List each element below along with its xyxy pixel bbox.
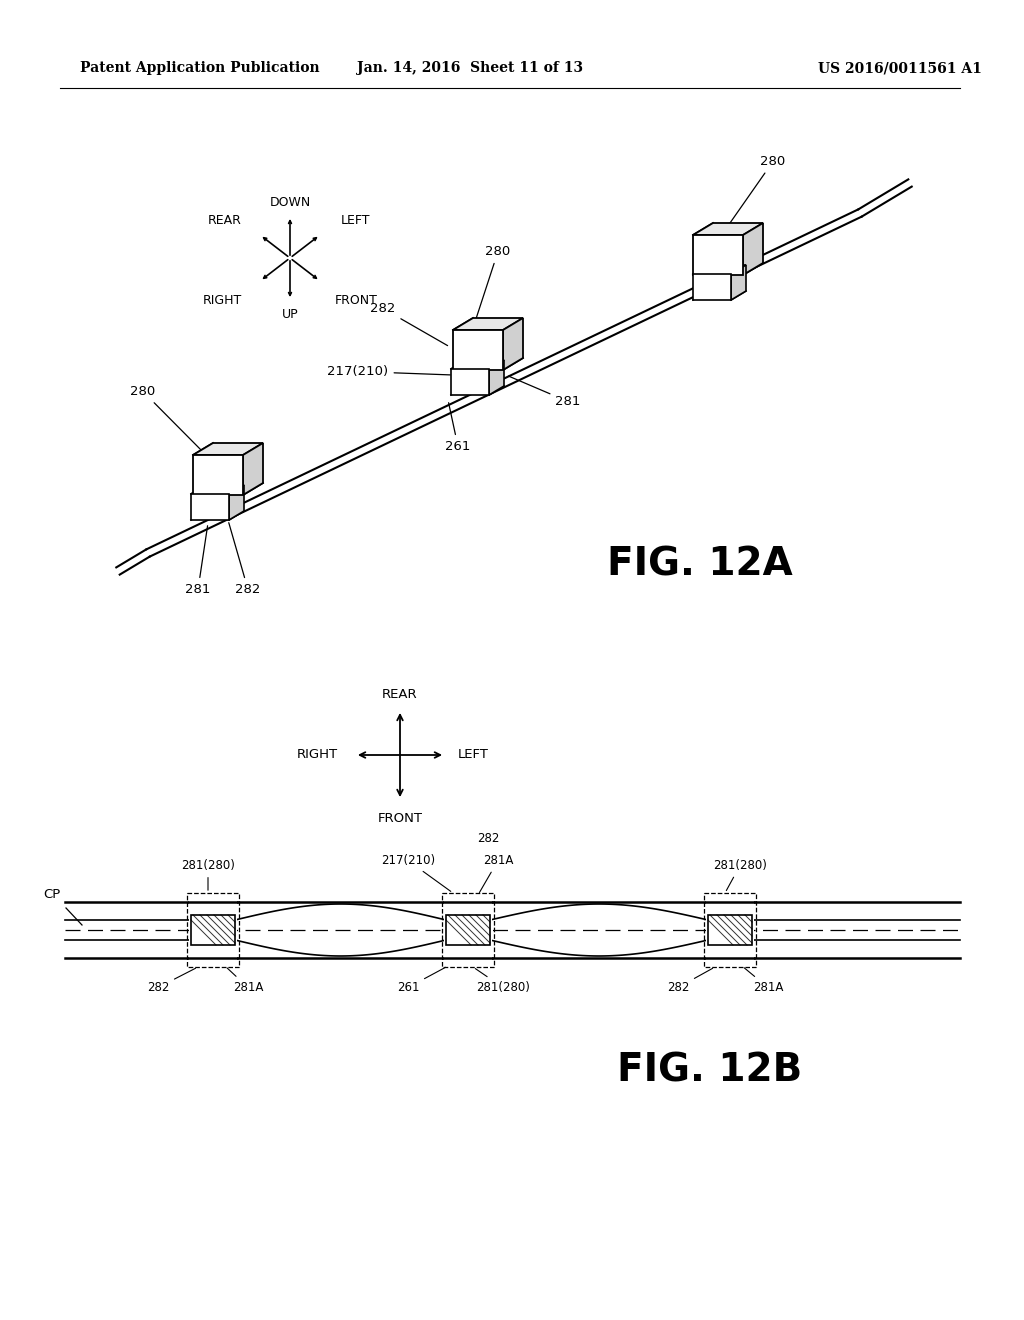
Text: CP: CP xyxy=(43,888,60,902)
Text: 282: 282 xyxy=(146,969,196,994)
Polygon shape xyxy=(451,360,504,370)
Polygon shape xyxy=(229,484,244,520)
Text: 217(210): 217(210) xyxy=(381,854,451,891)
Text: US 2016/0011561 A1: US 2016/0011561 A1 xyxy=(818,61,982,75)
Polygon shape xyxy=(693,265,746,275)
Polygon shape xyxy=(193,444,263,455)
Polygon shape xyxy=(693,275,731,300)
Bar xyxy=(706,899,754,961)
Text: UP: UP xyxy=(282,308,298,321)
Text: 281(280): 281(280) xyxy=(713,859,767,891)
Text: 281A: 281A xyxy=(744,968,783,994)
Text: 281: 281 xyxy=(185,525,211,597)
Bar xyxy=(191,915,234,945)
Polygon shape xyxy=(191,494,229,520)
Text: 282: 282 xyxy=(371,302,447,346)
Text: 282: 282 xyxy=(667,969,713,994)
Text: 217(210): 217(210) xyxy=(328,366,451,378)
Text: FIG. 12B: FIG. 12B xyxy=(617,1051,803,1089)
Text: 280: 280 xyxy=(725,154,785,231)
Text: LEFT: LEFT xyxy=(458,748,488,762)
Text: FRONT: FRONT xyxy=(335,293,378,306)
Text: 261: 261 xyxy=(396,968,445,994)
Text: FRONT: FRONT xyxy=(378,812,423,825)
Bar xyxy=(444,899,492,961)
Polygon shape xyxy=(451,370,489,395)
Polygon shape xyxy=(503,318,523,370)
Polygon shape xyxy=(193,455,243,495)
Polygon shape xyxy=(489,360,504,395)
Text: REAR: REAR xyxy=(382,688,418,701)
Bar xyxy=(708,915,752,945)
Text: 280: 280 xyxy=(474,246,511,325)
Bar xyxy=(189,899,237,961)
Text: Patent Application Publication: Patent Application Publication xyxy=(80,61,319,75)
Text: 281(280): 281(280) xyxy=(181,859,234,890)
Polygon shape xyxy=(453,330,503,370)
Polygon shape xyxy=(693,235,743,275)
Text: 282: 282 xyxy=(477,833,499,846)
Polygon shape xyxy=(243,444,263,495)
Text: 281: 281 xyxy=(509,376,581,408)
Polygon shape xyxy=(453,318,523,330)
Bar xyxy=(705,894,756,968)
Text: RIGHT: RIGHT xyxy=(296,748,338,762)
Text: Jan. 14, 2016  Sheet 11 of 13: Jan. 14, 2016 Sheet 11 of 13 xyxy=(357,61,583,75)
Text: RIGHT: RIGHT xyxy=(203,293,242,306)
Polygon shape xyxy=(731,265,746,300)
Polygon shape xyxy=(693,223,763,235)
Text: 281(280): 281(280) xyxy=(475,969,530,994)
Text: REAR: REAR xyxy=(208,214,242,227)
Text: DOWN: DOWN xyxy=(269,195,310,209)
Bar xyxy=(442,894,494,968)
Text: 261: 261 xyxy=(445,403,471,453)
Text: 280: 280 xyxy=(130,385,206,455)
Bar xyxy=(446,915,490,945)
Text: 282: 282 xyxy=(228,523,261,597)
Polygon shape xyxy=(191,484,244,494)
Polygon shape xyxy=(743,223,763,275)
Text: 281A: 281A xyxy=(227,968,263,994)
Text: LEFT: LEFT xyxy=(340,214,370,227)
Text: FIG. 12A: FIG. 12A xyxy=(607,546,793,583)
Text: 281A: 281A xyxy=(479,854,513,892)
Bar xyxy=(187,894,239,968)
